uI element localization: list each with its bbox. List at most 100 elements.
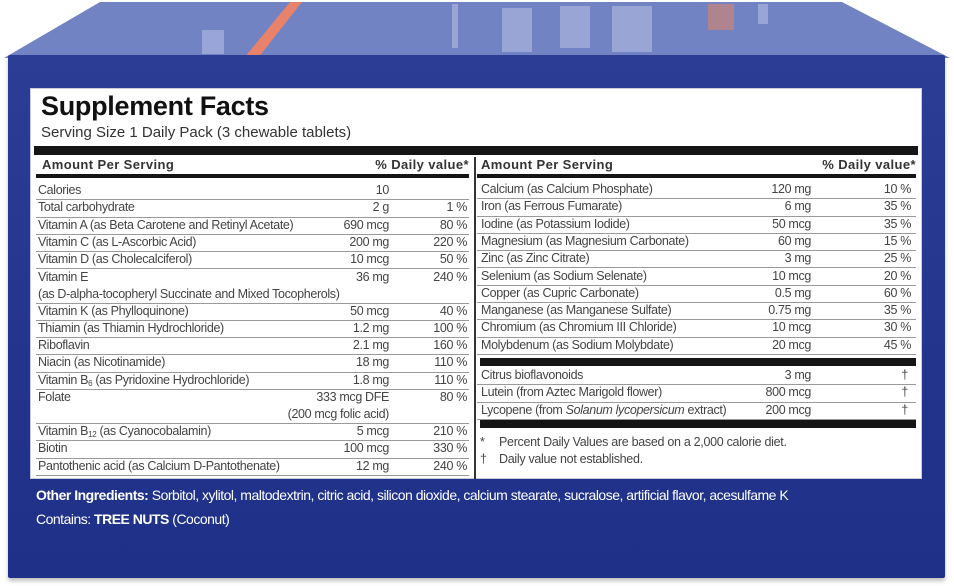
subscript: 12 <box>88 430 97 439</box>
daily-value: 25 % <box>883 251 911 266</box>
amount: 200 mcg <box>765 402 812 417</box>
amount: 36 mg <box>356 269 389 284</box>
amount: 100 mcg <box>343 441 390 456</box>
name-text: Copper (as Cupric Carbonate) <box>481 285 639 300</box>
daily-value: 330 % <box>433 441 467 456</box>
nutrient-row: Manganese (as Manganese Sulfate) 0.75 mg 3… <box>477 303 916 321</box>
name-text: Vitamin D (as Cholecalciferol) <box>38 252 192 267</box>
name-text: Folate <box>38 390 71 404</box>
amount: 3 mg <box>784 251 812 266</box>
amount: 50 mcg <box>772 216 811 231</box>
section-divider <box>480 420 916 428</box>
name-text: Pantothenic acid (as Calcium D-Pantothen… <box>38 458 280 473</box>
nutrient-name: Vitamin B6 (as Pyridoxine Hydrochloride) <box>38 372 250 388</box>
nutrient-name: Calories <box>38 183 81 197</box>
amount: 10 mcg <box>350 252 389 267</box>
daily-value: 60 % <box>883 285 911 300</box>
nutrient-row: Total carbohydrate 2 g 1 % <box>36 200 469 218</box>
nutrient-row: Copper (as Cupric Carbonate) 0.5 mg 60 % <box>477 285 916 304</box>
nutrient-row: Vitamin K (as Phylloquinone) 50 mcg 40 % <box>36 304 469 321</box>
daily-value: 35 % <box>883 216 911 231</box>
nutrient-row: Vitamin C (as L-Ascorbic Acid) 200 mg 220 … <box>36 234 469 253</box>
name-text: Iodine (as Potassium Iodide) <box>481 216 630 231</box>
nutrient-row: Niacin (as Nicotinamide) 18 mg 110 % <box>36 355 469 373</box>
nutrient-name: Pantothenic acid (as Calcium D-Pantothen… <box>38 459 280 473</box>
nutrient-row: Vitamin B6 (as Pyridoxine Hydrochloride)… <box>36 373 469 390</box>
nutrient-name: Biotin <box>38 441 68 455</box>
nutrient-name: Folate <box>38 390 71 404</box>
amount: 10 <box>375 183 390 197</box>
nutrient-name: Vitamin A (as Beta Carotene and Retinyl … <box>38 218 294 232</box>
daily-value: † <box>901 402 908 417</box>
contains-label: Contains: <box>36 511 95 527</box>
other-ingredients-label: Other Ingredients: <box>36 487 149 503</box>
name-suffix: extract) <box>684 402 727 417</box>
nutrient-row: Magnesium (as Magnesium Carbonate) 60 mg 1… <box>477 233 916 252</box>
column-divider <box>474 157 476 479</box>
nutrient-name: Iodine (as Potassium Iodide) <box>481 217 630 231</box>
amount: 800 mcg <box>765 385 812 400</box>
footnote-mark: * <box>480 435 485 449</box>
daily-value: 50 % <box>439 252 467 267</box>
nutrient-name: Thiamin (as Thiamin Hydrochloride) <box>38 321 224 335</box>
amount: 0.5 mg <box>774 285 811 300</box>
nutrient-name: Vitamin C (as L-Ascorbic Acid) <box>38 235 196 249</box>
nutrient-row: Calcium (as Calcium Phosphate) 120 mg 10 % <box>477 182 916 200</box>
amount: 0.75 mg <box>768 303 811 318</box>
name-text: Vitamin B <box>38 424 89 438</box>
name-text: Magnesium (as Magnesium Carbonate) <box>481 233 689 248</box>
name-suffix: (as Cyanocobalamin) <box>96 424 211 438</box>
panel-title: Supplement Facts <box>41 91 269 121</box>
nutrient-name: Vitamin B12 (as Cyanocobalamin) <box>38 424 211 439</box>
header-dv: % Daily value* <box>375 157 469 172</box>
other-ingredients-text: Sorbitol, xylitol, maltodextrin, citric … <box>148 487 789 503</box>
nutrient-name: Chromium (as Chromium III Chloride) <box>481 320 677 335</box>
nutrient-name: Manganese (as Manganese Sulfate) <box>481 303 672 317</box>
name-text: Chromium (as Chromium III Chloride) <box>481 320 677 335</box>
daily-value: 160 % <box>433 338 467 353</box>
amount: 12 mg <box>356 458 389 473</box>
daily-value: 40 % <box>439 303 467 318</box>
amount: 5 mcg <box>356 424 390 438</box>
nutrient-name: Citrus bioflavonoids <box>481 368 583 382</box>
nutrient-row: Pantothenic acid (as Calcium D-Pantothen… <box>36 459 469 476</box>
name-suffix: (as Pyridoxine Hydrochloride) <box>92 372 250 387</box>
daily-value: † <box>901 368 908 382</box>
nutrient-name-line2: (as D-alpha-tocopheryl Succinate and Mix… <box>38 286 340 301</box>
section-divider <box>480 358 916 366</box>
amount: 3 mg <box>784 368 812 382</box>
thick-divider <box>34 146 918 155</box>
footnote-mark: † <box>480 452 487 466</box>
header-dv-right: % Daily value* <box>822 157 916 172</box>
nutrient-row: Calories 10 <box>36 183 469 201</box>
nutrient-name: Zinc (as Zinc Citrate) <box>481 251 590 266</box>
daily-value: 10 % <box>883 182 911 196</box>
amount: 18 mg <box>356 355 389 370</box>
name-text: Vitamin K (as Phylloquinone) <box>38 303 189 318</box>
daily-value: 80 % <box>439 390 467 404</box>
serving-size: Serving Size 1 Daily Pack (3 chewable ta… <box>41 124 352 141</box>
name-text: Zinc (as Zinc Citrate) <box>481 251 590 266</box>
name-text: Vitamin B <box>38 372 89 387</box>
name-text: Lutein (from Aztec Marigold flower) <box>481 385 662 400</box>
nutrient-row: Iron (as Ferrous Fumarate) 6 mg 35 % <box>477 199 916 217</box>
nutrient-row: Molybdenum (as Sodium Molybdate) 20 mcg 45… <box>477 338 916 355</box>
daily-value: 210 % <box>433 424 467 438</box>
daily-value: 45 % <box>883 337 911 352</box>
amount: 2 g <box>372 200 390 215</box>
amount: 50 mcg <box>350 303 389 318</box>
amount: 690 mcg <box>343 217 390 232</box>
daily-value: 110 % <box>434 372 467 387</box>
name-text: Selenium (as Sodium Selenate) <box>481 268 647 283</box>
nutrient-name: Molybdenum (as Sodium Molybdate) <box>481 338 674 352</box>
amount: 10 mcg <box>772 320 811 335</box>
daily-value: 15 % <box>883 233 911 248</box>
amount: 200 mg <box>349 234 389 249</box>
nutrient-name: Lutein (from Aztec Marigold flower) <box>481 385 662 399</box>
nutrient-name: Copper (as Cupric Carbonate) <box>481 286 639 300</box>
amount: 60 mg <box>778 233 811 248</box>
name-text: Lycopene (from <box>481 402 566 417</box>
header-amount-right: Amount Per Serving <box>481 157 614 172</box>
amount: 2.1 mg <box>352 338 389 353</box>
nutrient-row: Thiamin (as Thiamin Hydrochloride) 1.2 mg… <box>36 321 469 339</box>
